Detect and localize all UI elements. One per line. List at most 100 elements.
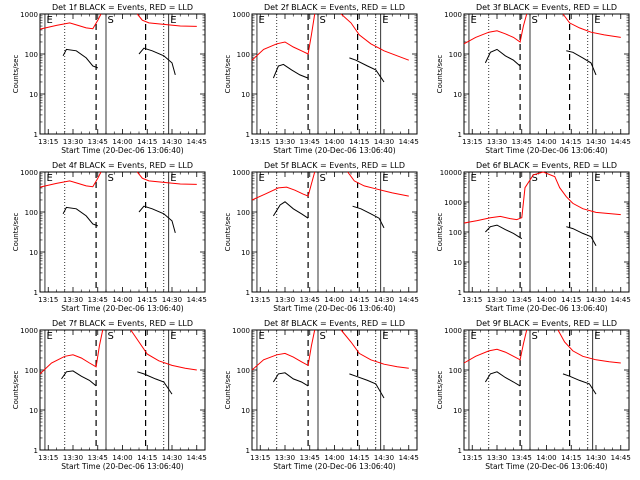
x-axis-label: Start Time (20-Dec-06 13:06:40)	[61, 304, 183, 313]
x-tick-label: 13:30	[275, 296, 295, 304]
y-axis-label: Counts/sec	[12, 55, 20, 94]
y-tick-label: 100	[25, 209, 38, 217]
x-tick-label: 13:45	[512, 296, 532, 304]
x-axis-label: Start Time (20-Dec-06 13:06:40)	[485, 304, 607, 313]
x-tick-label: 13:15	[38, 296, 58, 304]
panel-9: Det 9f BLACK = Events, RED = LLD 1 10 100 10…	[436, 319, 631, 471]
x-tick-label: 14:00	[324, 138, 344, 146]
y-tick-label: 100	[237, 51, 250, 59]
lld-series-line	[463, 171, 621, 224]
y-tick-label: 10	[241, 249, 250, 257]
events-series-line	[272, 372, 309, 387]
x-tick-label: 13:30	[63, 138, 83, 146]
panel-title: Det 5f BLACK = Events, RED = LLD	[264, 161, 405, 170]
y-tick-label: 1	[34, 447, 38, 455]
lld-series-line	[251, 13, 316, 61]
x-axis-label: Start Time (20-Dec-06 13:06:40)	[273, 462, 395, 471]
y-tick-label: 10	[453, 259, 462, 267]
x-tick-label: 14:15	[561, 454, 581, 462]
x-tick-label: 13:30	[63, 454, 83, 462]
lld-series-line	[340, 13, 409, 61]
x-tick-label: 14:00	[324, 296, 344, 304]
events-series-line	[566, 226, 597, 246]
lld-series-line	[136, 171, 197, 185]
x-tick-label: 14:15	[349, 454, 369, 462]
x-tick-label: 13:30	[275, 454, 295, 462]
x-tick-label: 14:15	[137, 296, 157, 304]
y-axis-label: Counts/sec	[12, 371, 20, 410]
x-tick-label: 14:30	[374, 138, 394, 146]
x-tick-label: 13:45	[88, 454, 108, 462]
lld-series-line	[39, 171, 102, 188]
panel-6: Det 6f BLACK = Events, RED = LLD 1 10 100 10…	[436, 161, 631, 313]
lld-series-line	[340, 329, 409, 369]
panel-4: Det 4f BLACK = Events, RED = LLD 1 10 100 10…	[12, 161, 207, 313]
y-tick-label: 1	[34, 131, 38, 139]
marker-label: E	[470, 15, 476, 26]
marker-label: E	[382, 331, 388, 342]
marker-label: S	[320, 15, 326, 26]
events-series-line	[61, 370, 97, 387]
marker-label: E	[594, 173, 600, 184]
lld-series-line	[130, 329, 197, 371]
marker-label: S	[108, 331, 114, 342]
y-tick-label: 100	[237, 367, 250, 375]
x-tick-label: 14:45	[399, 138, 419, 146]
events-series-line	[349, 373, 385, 399]
x-tick-label: 14:00	[112, 296, 132, 304]
x-tick-label: 13:15	[250, 454, 270, 462]
events-series-line	[352, 205, 385, 229]
y-axis-label: Counts/sec	[224, 213, 232, 252]
y-tick-label: 1000	[232, 327, 250, 335]
events-series-line	[138, 47, 176, 76]
marker-label: E	[170, 15, 176, 26]
events-series-line	[485, 224, 523, 240]
panel-2: Det 2f BLACK = Events, RED = LLD 1 10 100 10…	[224, 3, 419, 155]
y-axis-label: Counts/sec	[436, 213, 444, 252]
y-tick-label: 1000	[444, 327, 462, 335]
panel-title: Det 8f BLACK = Events, RED = LLD	[264, 319, 405, 328]
y-axis-label: Counts/sec	[12, 213, 20, 252]
marker-label: S	[320, 331, 326, 342]
y-tick-label: 1000	[232, 169, 250, 177]
y-tick-label: 1	[458, 131, 462, 139]
x-tick-label: 14:15	[349, 138, 369, 146]
marker-label: S	[532, 15, 538, 26]
x-axis-label: Start Time (20-Dec-06 13:06:40)	[485, 146, 607, 155]
x-tick-label: 14:30	[586, 138, 606, 146]
marker-label: S	[320, 173, 326, 184]
marker-label: E	[470, 173, 476, 184]
events-series-line	[137, 371, 173, 395]
x-axis-label: Start Time (20-Dec-06 13:06:40)	[485, 462, 607, 471]
x-tick-label: 13:15	[462, 138, 482, 146]
x-tick-label: 14:45	[187, 296, 207, 304]
panel-title: Det 2f BLACK = Events, RED = LLD	[264, 3, 405, 12]
events-series-line	[484, 48, 521, 67]
events-series-line	[62, 206, 98, 227]
x-tick-label: 14:15	[561, 138, 581, 146]
y-tick-label: 1000	[20, 11, 38, 19]
events-series-line	[272, 201, 309, 219]
panel-title: Det 9f BLACK = Events, RED = LLD	[476, 319, 617, 328]
events-series-line	[566, 50, 597, 76]
x-tick-label: 13:45	[512, 454, 532, 462]
events-series-line	[138, 205, 176, 234]
lld-series-line	[347, 171, 409, 197]
y-axis-label: Counts/sec	[436, 371, 444, 410]
marker-label: E	[258, 173, 264, 184]
panel-3: Det 3f BLACK = Events, RED = LLD 1 10 100 10…	[436, 3, 631, 155]
marker-label: E	[170, 331, 176, 342]
x-axis-label: Start Time (20-Dec-06 13:06:40)	[273, 304, 395, 313]
x-tick-label: 14:30	[374, 454, 394, 462]
lld-series-line	[463, 329, 528, 364]
events-series-line	[272, 63, 309, 79]
marker-label: S	[108, 173, 114, 184]
y-tick-label: 10	[29, 91, 38, 99]
lld-series-line	[557, 329, 621, 364]
y-tick-label: 100	[449, 229, 462, 237]
x-axis-label: Start Time (20-Dec-06 13:06:40)	[273, 146, 395, 155]
x-tick-label: 14:30	[162, 296, 182, 304]
x-tick-label: 13:15	[38, 454, 58, 462]
x-tick-label: 14:45	[611, 454, 631, 462]
